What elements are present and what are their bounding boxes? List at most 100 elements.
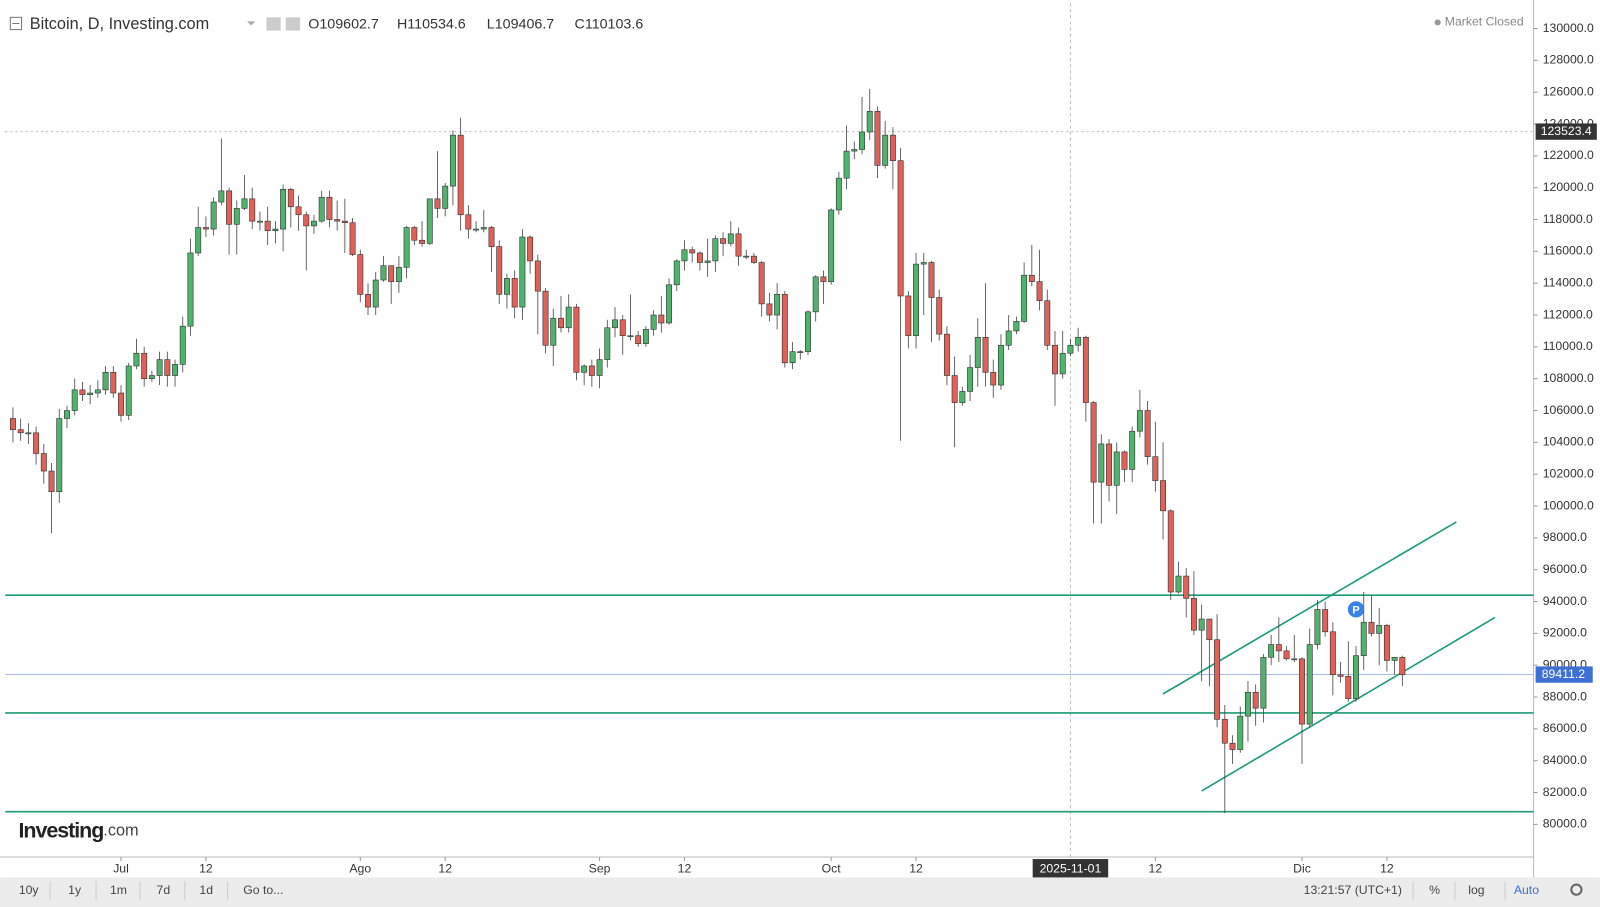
candle-body [94,389,101,394]
candle-body [1322,609,1329,633]
candle-body [604,327,611,360]
candle-body [1190,598,1197,631]
candle-body [550,317,557,346]
candle-body [689,249,696,254]
candle-body [534,260,541,292]
toolbar-button[interactable]: % [1429,883,1440,897]
candle-body [1052,344,1058,375]
x-tick-label: 12 [1380,861,1394,875]
candle-body [334,219,341,222]
candle-body [40,453,47,472]
toolbar-button[interactable]: 1y [68,883,82,897]
candle-body [951,375,958,403]
y-tick-label: 108000.0 [1543,371,1594,385]
candle-body [503,278,510,295]
candle-body [1167,510,1174,593]
menu-icon[interactable] [9,16,23,31]
candle-body [1260,656,1267,709]
y-tick-label: 104000.0 [1543,435,1594,449]
clock: 13:21:57 (UTC+1) [1304,883,1402,897]
y-tick-label: 84000.0 [1543,753,1587,767]
candle-body [442,185,449,209]
candle-body [1221,719,1228,744]
candle-body [341,220,348,224]
candle-body [1160,480,1167,512]
x-tick-label: 12 [438,861,452,875]
crosshair-date-box [1032,859,1109,878]
x-tick-label: 12 [678,861,692,875]
candle-body [25,432,32,435]
y-tick-label: 110000.0 [1543,339,1593,353]
candle-body [882,134,889,166]
status-dot [1434,19,1441,26]
candle-body [743,255,750,258]
y-tick-label: 98000.0 [1543,530,1587,544]
candle-body [612,319,618,329]
toolbar-bg [0,877,1600,907]
candle-body [990,372,997,386]
candle-body [241,198,248,209]
toolbar-button[interactable]: 1m [110,883,127,897]
candle-body [905,295,912,337]
candle-body [1136,410,1143,432]
toolbar-button[interactable]: 1d [199,883,213,897]
candle-body [851,149,858,152]
y-tick-label: 106000.0 [1543,403,1594,417]
candle-body [1306,644,1313,725]
crosshair-price-box [1535,123,1597,140]
candle-body [1237,715,1244,750]
candle-body [388,265,395,282]
market-status: Market Closed [1445,15,1524,29]
candle-body [874,110,881,166]
candle-body [1399,656,1406,676]
y-tick-label: 102000.0 [1543,466,1594,480]
candle-body [704,260,711,263]
x-tick-label: Sep [589,861,611,875]
candle-body [527,236,534,262]
toolbar-button[interactable]: Auto [1514,883,1539,897]
toolbar-button[interactable]: 7d [157,883,171,897]
channel-line [1201,616,1496,792]
candle-body [1214,639,1221,720]
candle-body [866,110,873,133]
toolbar-button[interactable]: 10y [19,883,40,897]
candle-body [650,314,657,330]
candle-body [1275,644,1282,652]
toolbar-button[interactable]: Go to... [243,883,283,897]
candle-body [1245,691,1251,717]
candle-body [287,188,294,208]
candle-body [71,389,78,411]
y-tick-label: 128000.0 [1543,53,1594,67]
candle-body [1360,621,1367,656]
candle-body [372,279,379,308]
candle-body [897,160,904,297]
candle-body [17,429,24,434]
candle-body [928,262,935,298]
title-dropdown[interactable] [247,21,256,26]
candle-body [889,134,896,161]
settings-icon[interactable] [285,17,301,31]
candle-body [565,306,572,329]
candle-body [619,319,626,337]
candle-body [828,209,835,282]
candle-body [982,337,989,373]
candle-body [1291,658,1298,661]
settings-icon[interactable] [266,17,281,31]
candle-body [735,233,742,257]
candle-body [859,131,865,150]
candle-body [480,227,487,230]
candle-body [596,359,603,376]
candle-body [913,263,920,337]
candle-body [758,262,765,305]
candle-body [797,351,804,353]
candle-body [280,188,287,230]
last-price-box [1535,666,1593,683]
candle-body [1252,691,1259,709]
candle-body [1044,300,1051,346]
candle-body [411,227,418,241]
candle-body [1314,609,1321,645]
candle-body [195,227,202,254]
event-marker[interactable] [1347,601,1365,618]
settings-gear[interactable] [1570,883,1583,896]
toolbar-button[interactable]: log [1468,883,1485,897]
